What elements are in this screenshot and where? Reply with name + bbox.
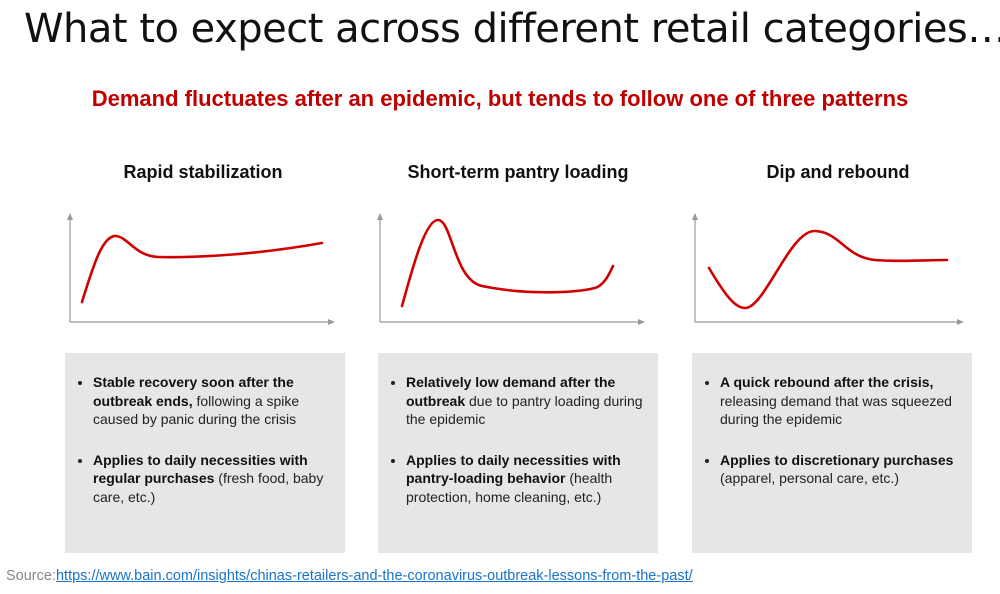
chart-pantry-loading (377, 213, 645, 325)
source-label: Source: (6, 568, 56, 584)
demand-curve (400, 218, 615, 308)
bullet-applies: Applies to daily necessities with pantry… (406, 451, 644, 507)
source-link[interactable]: https://www.bain.com/insights/chinas-ret… (55, 568, 693, 584)
bullet-low-demand: Relatively low demand after the outbreak… (406, 373, 644, 429)
chart-rapid-stabilization (67, 213, 335, 325)
demand-curve (707, 229, 949, 310)
pattern-title-dip-and-rebound: Dip and rebound (766, 162, 910, 182)
demand-curve (80, 234, 324, 304)
bullet-applies: Applies to discretionary purchases (appa… (720, 451, 958, 488)
page-title: What to expect across different retail c… (24, 6, 1000, 52)
axes (692, 213, 964, 325)
pattern-box-rapid-stabilization: Stable recovery soon after the outbreak … (65, 353, 345, 553)
axes (67, 213, 335, 325)
pattern-box-dip-and-rebound: A quick rebound after the crisis, releas… (692, 353, 972, 553)
pattern-title-rapid-stabilization: Rapid stabilization (123, 162, 283, 182)
chart-dip-and-rebound (692, 213, 964, 325)
pattern-box-pantry-loading: Relatively low demand after the outbreak… (378, 353, 658, 553)
pattern-title-pantry-loading: Short-term pantry loading (407, 162, 629, 182)
axes (377, 213, 645, 325)
bullet-recovery: Stable recovery soon after the outbreak … (93, 373, 331, 429)
source-citation: Source:https://www.bain.com/insights/chi… (6, 568, 693, 584)
bullet-rebound: A quick rebound after the crisis, releas… (720, 373, 958, 429)
bullet-applies: Applies to daily necessities with regula… (93, 451, 331, 507)
page-subtitle: Demand fluctuates after an epidemic, but… (91, 86, 909, 111)
